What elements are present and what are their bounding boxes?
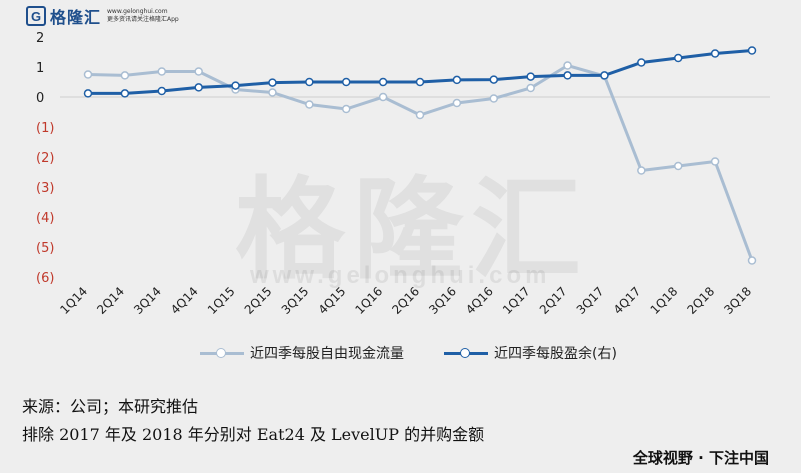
data-point-1 (526, 72, 535, 81)
logo-tagline: 更多资讯请关注格隆汇App (107, 16, 179, 23)
data-point-1 (268, 78, 277, 87)
data-point-0 (268, 88, 277, 97)
x-tick-label: 2Q17 (537, 284, 570, 317)
slogan: 全球视野 · 下注中国 (632, 449, 769, 467)
logo-url: www.gelonghui.com (107, 8, 168, 15)
logo-name: 格隆汇 (50, 8, 102, 27)
data-point-0 (710, 157, 720, 166)
data-point-1 (231, 81, 240, 90)
data-point-0 (747, 256, 757, 265)
data-point-0 (83, 70, 93, 79)
legend: 近四季每股自由现金流量 近四季每股盈余(右) (200, 343, 617, 363)
y-tick-label: (5) (36, 241, 54, 256)
legend-item-eps: 近四季每股盈余(右) (444, 343, 617, 363)
y-tick-label: (4) (36, 211, 54, 226)
x-tick-label: 3Q17 (574, 284, 607, 317)
x-tick-label: 1Q16 (352, 284, 385, 317)
y-tick-label: 0 (36, 91, 44, 106)
data-point-0 (673, 161, 683, 171)
data-point-1 (415, 77, 425, 87)
data-point-0 (452, 98, 462, 108)
x-tick-label: 1Q18 (648, 284, 681, 317)
y-tick-label: (1) (36, 121, 54, 136)
legend-item-fcf: 近四季每股自由现金流量 (200, 343, 404, 363)
y-tick-label: 2 (36, 31, 44, 46)
data-point-1 (452, 75, 462, 85)
data-point-1 (637, 58, 646, 67)
data-point-1 (489, 75, 499, 84)
legend-swatch-eps (444, 346, 488, 360)
data-point-1 (83, 89, 93, 98)
data-point-0 (563, 61, 572, 70)
logo-subtext: www.gelonghui.com 更多资讯请关注格隆汇App (107, 8, 179, 24)
data-point-0 (526, 83, 535, 93)
data-point-1 (120, 89, 130, 98)
data-point-1 (747, 46, 757, 55)
chart-area: 2 1 0 (1) (2) (3) (4) (5) (6) 1Q14 2Q14 3Q14 4Q14 1Q1… (36, 31, 770, 317)
series-line-0 (87, 63, 754, 262)
data-point-1 (157, 86, 167, 96)
y-tick-label: (6) (36, 271, 54, 286)
x-tick-label: 2Q18 (684, 284, 717, 317)
x-tick-label: 3Q15 (279, 284, 312, 317)
logo: G 格隆汇 www.gelonghui.com 更多资讯请关注格隆汇App (26, 4, 179, 28)
x-tick-label: 3Q14 (131, 284, 164, 317)
data-point-1 (341, 77, 351, 87)
data-point-0 (305, 100, 314, 109)
data-point-1 (710, 49, 720, 58)
y-tick-label: 1 (36, 61, 44, 76)
x-tick-label: 2Q14 (94, 284, 127, 317)
data-point-1 (673, 53, 683, 63)
legend-label-eps: 近四季每股盈余(右) (494, 346, 617, 362)
data-point-1 (563, 71, 572, 80)
data-point-1 (305, 77, 314, 87)
y-tick-label: (2) (36, 151, 54, 166)
x-tick-label: 4Q17 (611, 284, 644, 317)
data-point-0 (194, 67, 203, 76)
logo-icon: G (26, 6, 46, 26)
data-point-1 (378, 77, 388, 87)
x-tick-label: 3Q16 (426, 284, 459, 317)
y-tick-label: (3) (36, 181, 54, 196)
source-note: 来源：公司；本研究推估 (22, 397, 199, 416)
data-point-0 (120, 71, 130, 80)
legend-swatch-fcf (200, 346, 244, 360)
data-point-0 (378, 92, 388, 102)
data-point-1 (600, 71, 609, 80)
data-point-0 (415, 110, 425, 120)
legend-label-fcf: 近四季每股自由现金流量 (250, 346, 404, 362)
x-tick-label: 3Q18 (721, 284, 754, 317)
x-tick-label: 4Q16 (463, 284, 496, 317)
x-tick-label: 1Q14 (57, 284, 90, 317)
line-chart: 210(1)(2)(3)(4)(5)(6)1Q14 2Q14 3Q14 4Q14 1Q1… (36, 31, 770, 317)
data-point-1 (194, 83, 203, 92)
x-tick-label: 4Q14 (168, 284, 201, 317)
exclusion-note: 排除 2017 年及 2018 年分别对 Eat24 及 LevelUP 的并购… (22, 425, 485, 444)
data-point-0 (341, 104, 351, 114)
data-point-0 (157, 67, 167, 76)
x-tick-label: 4Q15 (316, 284, 349, 317)
x-tick-label: 1Q15 (205, 284, 238, 317)
x-tick-label: 2Q16 (389, 284, 422, 317)
x-tick-label: 2Q15 (242, 284, 275, 317)
data-point-0 (637, 166, 646, 175)
data-point-0 (489, 94, 499, 103)
x-tick-label: 1Q17 (500, 284, 533, 317)
